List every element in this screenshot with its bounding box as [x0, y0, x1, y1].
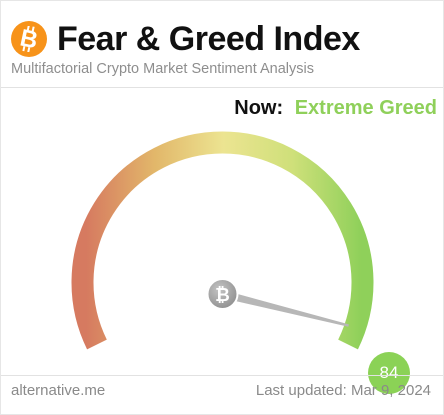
page-subtitle: Multifactorial Crypto Market Sentiment A… [11, 61, 314, 77]
gauge-needle [221, 290, 349, 327]
hub-bitcoin-icon: ₿ [215, 285, 230, 305]
svg-text:B: B [18, 26, 40, 52]
needle-hub: ₿ [206, 278, 239, 310]
source-link[interactable]: alternative.me [11, 382, 106, 399]
sentiment-gauge: ₿ 84 [1, 121, 444, 394]
page-title: Fear & Greed Index [57, 19, 360, 58]
last-updated: Last updated: Mar 9, 2024 [255, 382, 431, 399]
header-divider [1, 87, 443, 88]
score-badge: 84 [368, 352, 410, 394]
classification-label: Extreme Greed [294, 97, 437, 119]
bitcoin-icon: B [11, 21, 47, 57]
gauge-arc [71, 131, 374, 350]
header: B Fear & Greed Index [11, 17, 360, 61]
footer-divider [1, 375, 443, 376]
now-label: Now: [234, 97, 284, 119]
current-status: Now: Extreme Greed [234, 97, 437, 120]
